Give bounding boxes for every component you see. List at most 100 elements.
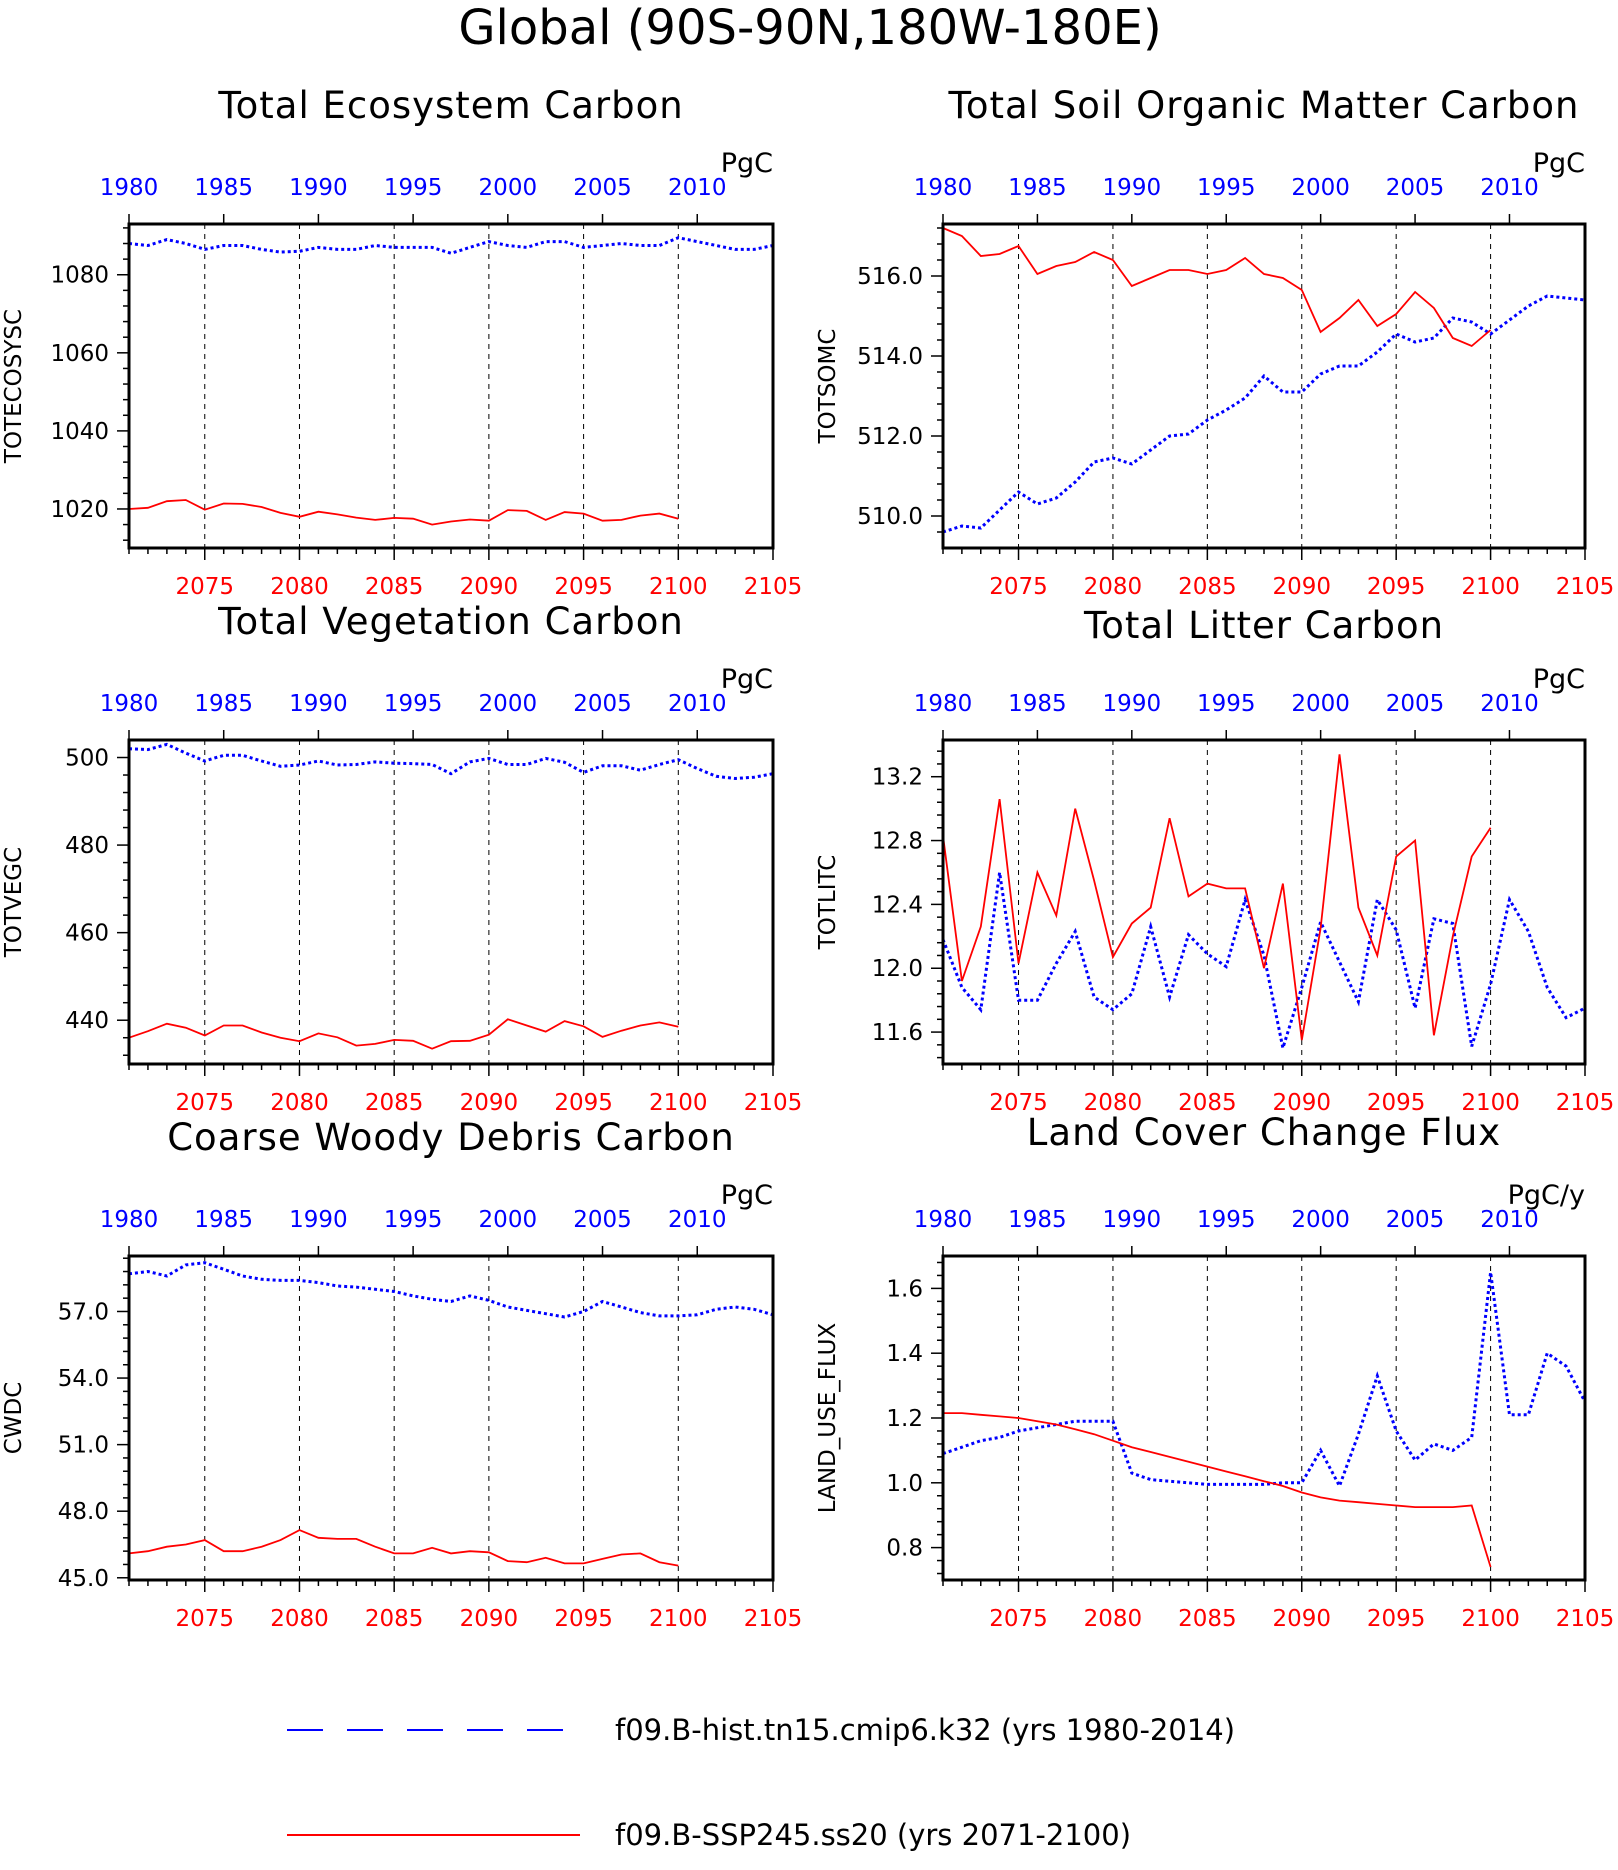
bottom-x-tick-label: 2075 (175, 574, 234, 600)
top-x-tick-label: 1990 (289, 691, 348, 717)
bottom-x-tick-label: 2095 (554, 574, 613, 600)
chart-title: Total Litter Carbon (1083, 604, 1444, 647)
top-x-tick-label: 2000 (479, 691, 538, 717)
top-x-tick-label: 1980 (100, 1207, 159, 1233)
plot-frame (941, 1254, 1587, 1582)
y-tick-label: 0.8 (886, 1536, 923, 1562)
legend: f09.B-hist.tn15.cmip6.k32 (yrs 1980-2014… (287, 1713, 1235, 1852)
top-x-tick-label: 1990 (289, 1207, 348, 1233)
top-x-tick-label: 1995 (384, 691, 443, 717)
top-x-tick-label: 1995 (384, 175, 443, 201)
top-x-tick-label: 2010 (1480, 175, 1539, 201)
bottom-x-tick-label: 2080 (1084, 1090, 1143, 1116)
bottom-x-tick-label: 2080 (1084, 1606, 1143, 1632)
bottom-x-tick-label: 2100 (1461, 1606, 1520, 1632)
y-axis-label: CWDC (1, 1382, 27, 1455)
y-tick-label: 516.0 (857, 264, 923, 290)
bottom-x-tick-label: 2090 (1272, 1606, 1331, 1632)
y-tick-label: 51.0 (58, 1433, 109, 1459)
y-tick-label: 12.0 (872, 956, 923, 982)
bottom-x-tick-label: 2095 (1367, 1606, 1426, 1632)
units-label: PgC/y (1508, 1180, 1585, 1211)
y-axis-label: TOTLITC (815, 855, 841, 951)
legend-label-1: f09.B-hist.tn15.cmip6.k32 (yrs 1980-2014… (615, 1713, 1235, 1747)
units-label: PgC (1533, 148, 1585, 179)
top-x-tick-label: 1985 (194, 1207, 253, 1233)
y-tick-label: 11.6 (872, 1020, 923, 1046)
y-tick-label: 57.0 (58, 1299, 109, 1325)
bottom-x-tick-label: 2085 (1178, 1606, 1237, 1632)
bottom-x-tick-label: 2100 (1461, 1090, 1520, 1116)
top-x-tick-label: 1995 (1197, 175, 1256, 201)
top-x-tick-label: 1980 (100, 175, 159, 201)
bottom-x-tick-label: 2080 (270, 1606, 329, 1632)
y-tick-label: 48.0 (58, 1499, 109, 1525)
top-x-tick-label: 2010 (1480, 1207, 1539, 1233)
top-x-tick-label: 2005 (573, 1207, 632, 1233)
y-tick-label: 1040 (50, 419, 109, 445)
top-x-tick-label: 1985 (194, 175, 253, 201)
top-x-tick-label: 1995 (1197, 691, 1256, 717)
top-x-tick-label: 1995 (1197, 1207, 1256, 1233)
y-tick-label: 45.0 (58, 1566, 109, 1592)
top-x-tick-label: 1980 (914, 175, 973, 201)
series-line-hist (942, 1272, 1587, 1490)
top-x-tick-label: 2005 (573, 175, 632, 201)
top-x-tick-label: 2005 (573, 691, 632, 717)
series-line-hist (128, 1261, 774, 1319)
y-tick-label: 514.0 (857, 344, 923, 370)
bottom-x-tick-label: 2090 (1272, 1090, 1331, 1116)
y-axis-label: LAND_USE_FLUX (815, 1323, 841, 1514)
top-x-tick-label: 1985 (1008, 691, 1067, 717)
chart-panel-2: Total Soil Organic Matter Carbon PgC TOTSO… (815, 84, 1614, 600)
series-line-hist (942, 294, 1586, 534)
bottom-x-tick-label: 2095 (1367, 574, 1426, 600)
series-line-ssp (943, 1412, 1492, 1568)
y-tick-label: 12.4 (872, 892, 923, 918)
y-tick-label: 512.0 (857, 424, 923, 450)
top-x-tick-label: 2000 (1291, 1207, 1350, 1233)
top-x-tick-label: 1980 (914, 691, 973, 717)
bottom-x-tick-label: 2105 (1556, 1090, 1615, 1116)
top-x-tick-label: 2000 (479, 1207, 538, 1233)
chart-panel-5: Coarse Woody Debris Carbon PgC CWDC 45.0 48.… (1, 1116, 802, 1632)
y-tick-label: 460 (65, 921, 109, 947)
y-tick-label: 54.0 (58, 1366, 109, 1392)
y-axis-label: TOTSOMC (815, 329, 841, 445)
y-tick-label: 510.0 (857, 504, 923, 530)
top-x-tick-label: 2005 (1386, 691, 1445, 717)
series-line-hist (128, 236, 774, 255)
chart-title: Land Cover Change Flux (1027, 1111, 1501, 1154)
top-x-tick-label: 1985 (1008, 1207, 1067, 1233)
bottom-x-tick-label: 2090 (1272, 574, 1331, 600)
bottom-x-tick-label: 2095 (1367, 1090, 1426, 1116)
series-line-ssp (128, 499, 679, 526)
series-line-ssp (942, 754, 1492, 1041)
series-line-ssp (128, 1018, 679, 1050)
bottom-x-tick-label: 2105 (1556, 574, 1615, 600)
bottom-x-tick-label: 2095 (554, 1606, 613, 1632)
top-x-tick-label: 2005 (1386, 175, 1445, 201)
top-x-tick-label: 1995 (384, 1207, 443, 1233)
y-tick-label: 12.8 (872, 829, 923, 855)
bottom-x-tick-label: 2100 (649, 574, 708, 600)
y-tick-label: 500 (65, 746, 109, 772)
bottom-x-tick-label: 2080 (1084, 574, 1143, 600)
y-tick-label: 1020 (50, 497, 109, 523)
top-x-tick-label: 1985 (194, 691, 253, 717)
bottom-x-tick-label: 2080 (270, 1090, 329, 1116)
top-x-tick-label: 2010 (668, 175, 727, 201)
bottom-x-tick-label: 2085 (365, 574, 424, 600)
bottom-x-tick-label: 2075 (989, 1090, 1048, 1116)
top-x-tick-label: 1980 (914, 1207, 973, 1233)
bottom-x-tick-label: 2085 (1178, 1090, 1237, 1116)
bottom-x-tick-label: 2100 (649, 1090, 708, 1116)
y-tick-label: 13.2 (872, 765, 923, 791)
bottom-x-tick-label: 2105 (1556, 1606, 1615, 1632)
bottom-x-tick-label: 2090 (460, 574, 519, 600)
top-x-tick-label: 1990 (1103, 691, 1162, 717)
bottom-x-tick-label: 2075 (175, 1606, 234, 1632)
y-axis-label: TOTECOSYSC (1, 309, 27, 464)
